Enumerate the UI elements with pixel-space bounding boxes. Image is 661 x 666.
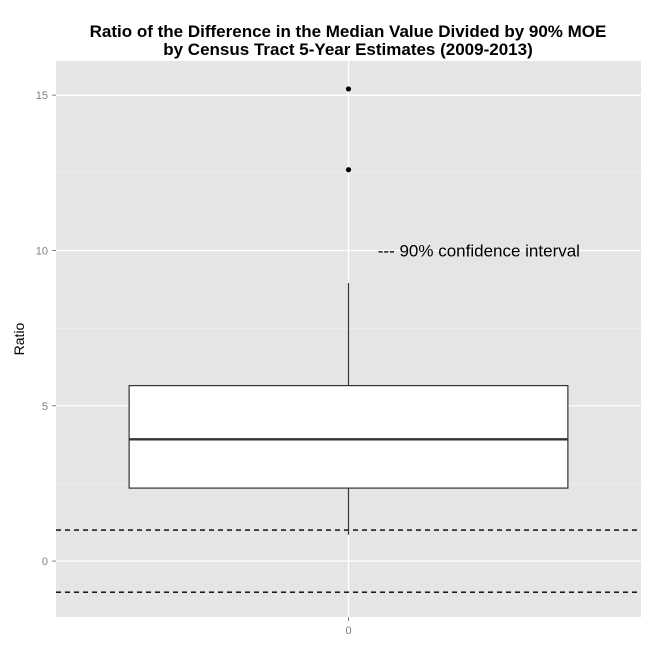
y-tick-label: 0 (42, 556, 48, 568)
y-tick-label: 10 (36, 245, 48, 257)
x-axis-ticks: 0 (345, 617, 352, 637)
y-axis-ticks: 0 5 10 15 (36, 90, 56, 568)
chart-subtitle: by Census Tract 5-Year Estimates (2009-2… (163, 40, 532, 59)
box-and-whisker (128, 283, 569, 535)
confidence-interval-annotation: --- 90% confidence interval (378, 241, 580, 260)
y-tick-label: 5 (42, 401, 48, 413)
y-axis-label: Ratio (11, 322, 27, 355)
outlier-point (345, 86, 352, 92)
x-tick-label: 0 (345, 625, 351, 637)
chart-title: Ratio of the Difference in the Median Va… (90, 22, 607, 41)
interquartile-box (128, 384, 569, 489)
outlier-points (345, 86, 352, 173)
y-tick-label: 15 (36, 90, 48, 102)
outlier-point (345, 167, 352, 173)
